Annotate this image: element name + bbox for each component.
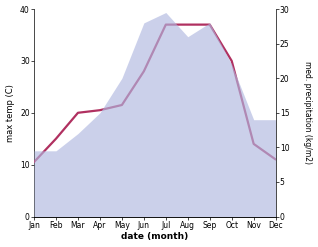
X-axis label: date (month): date (month) <box>121 232 189 242</box>
Y-axis label: max temp (C): max temp (C) <box>5 84 15 142</box>
Y-axis label: med. precipitation (kg/m2): med. precipitation (kg/m2) <box>303 61 313 164</box>
